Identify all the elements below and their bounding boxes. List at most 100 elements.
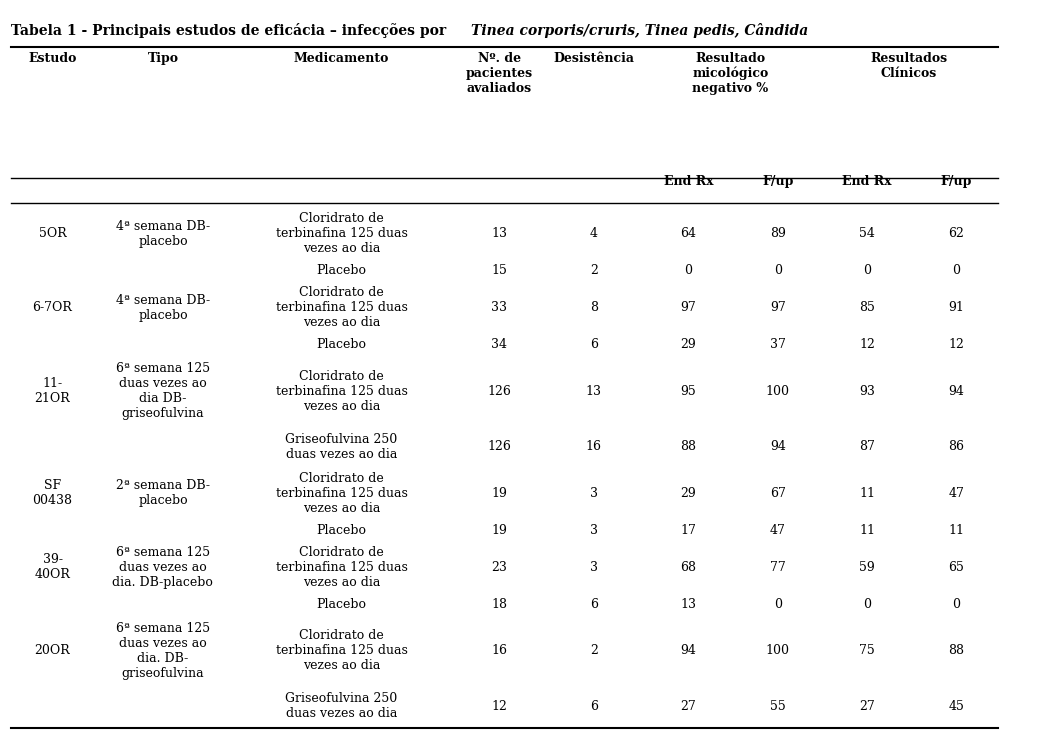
Text: Tipo: Tipo — [147, 52, 179, 65]
Text: 94: 94 — [948, 385, 965, 398]
Text: 55: 55 — [770, 700, 785, 713]
Text: 89: 89 — [769, 227, 786, 240]
Text: 0: 0 — [774, 265, 782, 277]
Text: 3: 3 — [590, 487, 598, 499]
Text: 39-
40OR: 39- 40OR — [35, 554, 70, 581]
Text: 86: 86 — [948, 440, 965, 453]
Text: 88: 88 — [948, 644, 965, 657]
Text: 62: 62 — [948, 227, 965, 240]
Text: 68: 68 — [680, 561, 697, 574]
Text: 2ª semana DB-
placebo: 2ª semana DB- placebo — [116, 479, 210, 507]
Text: 6: 6 — [590, 598, 598, 611]
Text: 4: 4 — [590, 227, 598, 240]
Text: Placebo: Placebo — [316, 524, 367, 536]
Text: 4ª semana DB-
placebo: 4ª semana DB- placebo — [116, 220, 210, 247]
Text: 8: 8 — [590, 302, 598, 314]
Text: 88: 88 — [680, 440, 697, 453]
Text: 13: 13 — [680, 598, 697, 611]
Text: 0: 0 — [774, 598, 782, 611]
Text: SF
00438: SF 00438 — [33, 479, 73, 507]
Text: 11: 11 — [859, 487, 875, 499]
Text: 3: 3 — [590, 524, 598, 536]
Text: 75: 75 — [860, 644, 874, 657]
Text: 13: 13 — [585, 385, 602, 398]
Text: 45: 45 — [948, 700, 965, 713]
Text: Placebo: Placebo — [316, 598, 367, 611]
Text: Resultados
Clínicos: Resultados Clínicos — [870, 52, 948, 80]
Text: 18: 18 — [491, 598, 508, 611]
Text: 6-7OR: 6-7OR — [33, 302, 73, 314]
Text: 11: 11 — [948, 524, 965, 536]
Text: 29: 29 — [681, 487, 696, 499]
Text: 100: 100 — [766, 385, 789, 398]
Text: 0: 0 — [952, 598, 961, 611]
Text: End Rx: End Rx — [842, 175, 892, 188]
Text: Placebo: Placebo — [316, 339, 367, 351]
Text: 17: 17 — [680, 524, 697, 536]
Text: Cloridrato de
terbinafina 125 duas
vezes ao dia: Cloridrato de terbinafina 125 duas vezes… — [275, 286, 408, 330]
Text: 5OR: 5OR — [39, 227, 66, 240]
Text: Tinea corporis/cruris, Tinea pedis, Cândida: Tinea corporis/cruris, Tinea pedis, Când… — [471, 23, 808, 38]
Text: 19: 19 — [491, 524, 508, 536]
Text: 87: 87 — [859, 440, 875, 453]
Text: 6: 6 — [590, 700, 598, 713]
Text: 100: 100 — [766, 644, 789, 657]
Text: 11: 11 — [859, 524, 875, 536]
Text: Desistência: Desistência — [553, 52, 635, 65]
Text: Cloridrato de
terbinafina 125 duas
vezes ao dia: Cloridrato de terbinafina 125 duas vezes… — [275, 370, 408, 413]
Text: 16: 16 — [585, 440, 602, 453]
Text: 126: 126 — [488, 440, 511, 453]
Text: 93: 93 — [859, 385, 875, 398]
Text: 12: 12 — [491, 700, 508, 713]
Text: 0: 0 — [952, 265, 961, 277]
Text: 6ª semana 125
duas vezes ao
dia. DB-
griseofulvina: 6ª semana 125 duas vezes ao dia. DB- gri… — [116, 622, 210, 679]
Text: Cloridrato de
terbinafina 125 duas
vezes ao dia: Cloridrato de terbinafina 125 duas vezes… — [275, 471, 408, 515]
Text: 13: 13 — [491, 227, 508, 240]
Text: Cloridrato de
terbinafina 125 duas
vezes ao dia: Cloridrato de terbinafina 125 duas vezes… — [275, 545, 408, 589]
Text: Cloridrato de
terbinafina 125 duas
vezes ao dia: Cloridrato de terbinafina 125 duas vezes… — [275, 212, 408, 256]
Text: 11-
21OR: 11- 21OR — [35, 377, 70, 405]
Text: F/up: F/up — [941, 175, 972, 188]
Text: 16: 16 — [491, 644, 508, 657]
Text: 77: 77 — [770, 561, 785, 574]
Text: Tabela 1 - Principais estudos de eficácia – infecções por: Tabela 1 - Principais estudos de eficáci… — [11, 23, 451, 38]
Text: 67: 67 — [769, 487, 786, 499]
Text: 47: 47 — [769, 524, 786, 536]
Text: 15: 15 — [491, 265, 508, 277]
Text: Estudo: Estudo — [28, 52, 77, 65]
Text: Nº. de
pacientes
avaliados: Nº. de pacientes avaliados — [466, 52, 533, 95]
Text: 19: 19 — [491, 487, 508, 499]
Text: F/up: F/up — [762, 175, 794, 188]
Text: 6ª semana 125
duas vezes ao
dia DB-
griseofulvina: 6ª semana 125 duas vezes ao dia DB- gris… — [116, 362, 210, 420]
Text: 27: 27 — [681, 700, 696, 713]
Text: 97: 97 — [770, 302, 785, 314]
Text: 27: 27 — [860, 700, 874, 713]
Text: 23: 23 — [491, 561, 508, 574]
Text: 2: 2 — [590, 644, 598, 657]
Text: 20OR: 20OR — [35, 644, 70, 657]
Text: 0: 0 — [863, 598, 871, 611]
Text: 2: 2 — [590, 265, 598, 277]
Text: 54: 54 — [859, 227, 875, 240]
Text: 0: 0 — [863, 265, 871, 277]
Text: 29: 29 — [681, 339, 696, 351]
Text: 64: 64 — [680, 227, 697, 240]
Text: End Rx: End Rx — [663, 175, 714, 188]
Text: 33: 33 — [491, 302, 508, 314]
Text: Resultado
micológico
negativo %: Resultado micológico negativo % — [693, 52, 768, 96]
Text: 34: 34 — [491, 339, 508, 351]
Text: Placebo: Placebo — [316, 265, 367, 277]
Text: 97: 97 — [681, 302, 696, 314]
Text: Medicamento: Medicamento — [294, 52, 389, 65]
Text: 95: 95 — [681, 385, 696, 398]
Text: Griseofulvina 250
duas vezes ao dia: Griseofulvina 250 duas vezes ao dia — [286, 692, 397, 720]
Text: 91: 91 — [948, 302, 965, 314]
Text: 6ª semana 125
duas vezes ao
dia. DB-placebo: 6ª semana 125 duas vezes ao dia. DB-plac… — [112, 545, 213, 589]
Text: 65: 65 — [948, 561, 965, 574]
Text: 47: 47 — [948, 487, 965, 499]
Text: 12: 12 — [948, 339, 965, 351]
Text: 37: 37 — [769, 339, 786, 351]
Text: 94: 94 — [769, 440, 786, 453]
Text: 12: 12 — [859, 339, 875, 351]
Text: Griseofulvina 250
duas vezes ao dia: Griseofulvina 250 duas vezes ao dia — [286, 433, 397, 461]
